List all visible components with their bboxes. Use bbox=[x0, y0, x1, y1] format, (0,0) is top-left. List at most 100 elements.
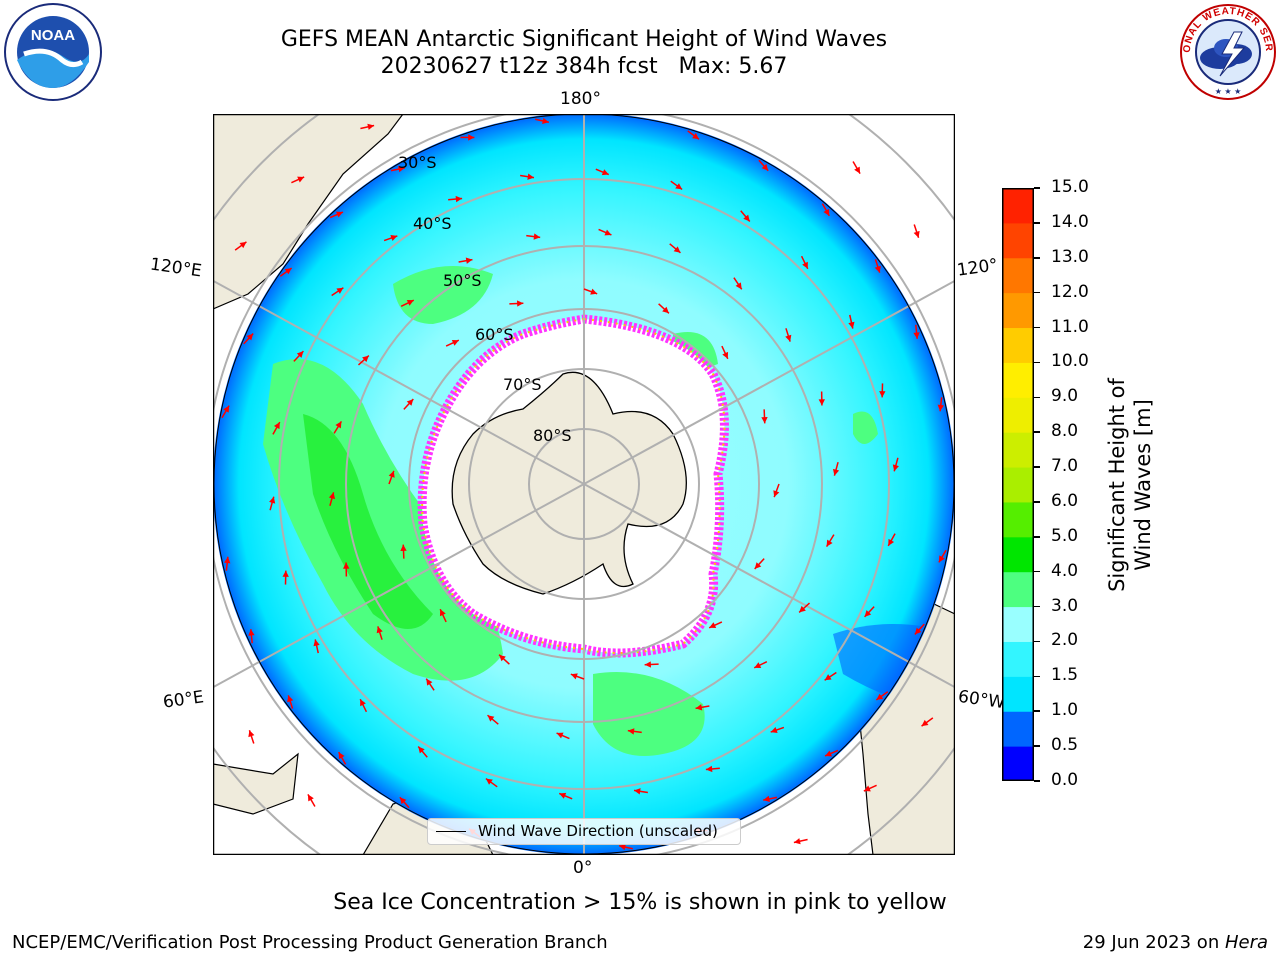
wave-direction-arrowhead bbox=[634, 788, 641, 795]
wave-direction-arrowhead bbox=[533, 233, 541, 240]
wave-direction-arrowhead bbox=[735, 282, 742, 290]
wave-direction-arrowhead bbox=[390, 234, 398, 241]
wave-direction-arrowhead bbox=[570, 673, 578, 680]
colorbar-block bbox=[1002, 292, 1034, 329]
colorbar-block bbox=[1002, 327, 1034, 363]
wave-direction-arrowhead bbox=[343, 562, 350, 569]
wave-direction-arrowhead bbox=[864, 610, 872, 617]
wave-direction-arrowhead bbox=[307, 794, 314, 802]
colorbar-tick-label: 1.5 bbox=[1051, 665, 1079, 686]
wave-direction-arrowhead bbox=[439, 609, 446, 617]
wave-direction-arrowhead bbox=[937, 404, 944, 412]
colorbar-tick-label: 11.0 bbox=[1051, 316, 1089, 337]
wave-direction-arrowhead bbox=[601, 169, 609, 176]
chart-title: GEFS MEAN Antarctic Significant Height o… bbox=[280, 27, 888, 52]
colorbar-tick-mark bbox=[1034, 431, 1040, 433]
colorbar-tick-label: 0.5 bbox=[1051, 735, 1079, 756]
lon-label-180: 180° bbox=[560, 89, 601, 109]
legend-line-swatch bbox=[436, 831, 466, 832]
wave-direction-arrowhead bbox=[248, 629, 255, 636]
wave-direction-arrowhead bbox=[785, 334, 792, 342]
wave-direction-arrowhead bbox=[793, 838, 801, 845]
nws-logo: NATIONAL WEATHER SERVICE ★ ★ ★ bbox=[1178, 2, 1276, 100]
lat-label-70s: 70°S bbox=[503, 375, 542, 394]
colorbar-block bbox=[1002, 711, 1034, 747]
wave-direction-arrowhead bbox=[824, 674, 832, 681]
wave-direction-arrowhead bbox=[269, 496, 276, 504]
wave-direction-arrowhead bbox=[913, 230, 920, 238]
wave-direction-arrowhead bbox=[455, 195, 463, 203]
wave-direction-arrowhead bbox=[743, 214, 750, 222]
lon-label-0: 0° bbox=[573, 858, 593, 878]
lon-label-60e: 60°E bbox=[161, 687, 206, 713]
footer-date: 29 Jun 2023 on Hera bbox=[1083, 932, 1268, 953]
antarctica-land bbox=[451, 371, 687, 595]
colorbar-tick-label: 12.0 bbox=[1051, 281, 1089, 302]
wave-direction-arrowhead bbox=[297, 176, 305, 183]
svg-text:★ ★ ★: ★ ★ ★ bbox=[1215, 87, 1242, 96]
sea-ice-note: Sea Ice Concentration > 15% is shown in … bbox=[333, 890, 947, 915]
wave-direction-arrowhead bbox=[876, 693, 884, 700]
wave-direction-arrowhead bbox=[662, 306, 669, 314]
wave-direction-arrowhead bbox=[818, 399, 825, 406]
wave-direction-arrowhead bbox=[388, 470, 395, 478]
colorbar-tick-label: 6.0 bbox=[1051, 490, 1079, 511]
wave-direction-arrowhead bbox=[604, 229, 612, 236]
colorbar-tick-label: 10.0 bbox=[1051, 351, 1089, 372]
wave-direction-arrowhead bbox=[556, 732, 564, 739]
wave-direction-arrowhead bbox=[825, 750, 833, 757]
lat-label-40s: 40°S bbox=[413, 214, 452, 233]
lon-label-60w: 60°W bbox=[956, 686, 1007, 714]
colorbar-tick-label: 2.0 bbox=[1051, 630, 1079, 651]
madagascar-land bbox=[213, 752, 299, 815]
colorbar-tick-label: 13.0 bbox=[1051, 246, 1089, 267]
wave-direction-arrowhead bbox=[761, 163, 769, 171]
wave-direction-arrowhead bbox=[619, 843, 626, 851]
wind-wave-arrows bbox=[221, 117, 947, 851]
colorbar-tick-mark bbox=[1034, 536, 1040, 538]
wave-direction-arrowhead bbox=[338, 752, 345, 760]
wave-direction-arrowhead bbox=[921, 719, 929, 727]
colorbar-tick-label: 7.0 bbox=[1051, 456, 1079, 477]
lon-label-120w: 120° bbox=[955, 255, 1000, 281]
colorbar-tick-mark bbox=[1034, 501, 1040, 503]
colorbar-block bbox=[1002, 362, 1034, 398]
colorbar-tick-mark bbox=[1034, 605, 1040, 608]
wave-patch-tasman bbox=[393, 266, 493, 324]
wave-direction-arrowhead bbox=[879, 391, 886, 398]
wave-direction-arrowhead bbox=[874, 265, 881, 273]
wave-direction-arrowhead bbox=[763, 795, 770, 803]
wave-direction-arrowhead bbox=[644, 661, 652, 668]
wave-direction-arrowhead bbox=[627, 728, 635, 735]
wave-direction-arrowhead bbox=[335, 421, 342, 429]
wave-direction-arrowhead bbox=[773, 490, 780, 498]
wave-direction-arrowhead bbox=[418, 746, 425, 754]
wave-direction-arrowhead bbox=[673, 246, 681, 253]
wave-direction-arrowhead bbox=[892, 464, 899, 472]
wave-direction-arrowhead bbox=[832, 468, 840, 476]
wave-direction-arrowhead bbox=[328, 492, 336, 500]
colorbar-tick-label: 8.0 bbox=[1051, 421, 1079, 442]
wave-direction-arrowhead bbox=[273, 422, 280, 430]
colorbar-tick-mark bbox=[1034, 466, 1040, 468]
colorbar-tick-label: 0.0 bbox=[1051, 770, 1079, 790]
wave-direction-arrowhead bbox=[223, 405, 230, 413]
wave-direction-arrowhead bbox=[826, 539, 833, 547]
wave-direction-arrowhead bbox=[761, 416, 768, 424]
footer-credit: NCEP/EMC/Verification Post Processing Pr… bbox=[12, 932, 608, 953]
colorbar-tick-mark bbox=[1034, 291, 1040, 294]
lat-label-30s: 30°S bbox=[398, 153, 437, 172]
wave-direction-arrowhead bbox=[675, 183, 683, 190]
map-legend: Wind Wave Direction (unscaled) bbox=[427, 818, 741, 845]
wave-direction-arrowhead bbox=[848, 321, 855, 329]
wave-direction-arrowhead bbox=[705, 765, 713, 773]
colorbar-tick-mark bbox=[1034, 361, 1040, 364]
colorbar-block bbox=[1002, 536, 1034, 573]
polar-map: 30°S 40°S 50°S 60°S 70°S 80°S bbox=[213, 114, 955, 855]
wave-direction-arrowhead bbox=[799, 605, 806, 613]
colorbar-block bbox=[1002, 571, 1034, 608]
wave-direction-arrowhead bbox=[854, 166, 861, 174]
colorbar-block bbox=[1002, 188, 1034, 224]
colorbar-tick-mark bbox=[1034, 780, 1040, 782]
wave-direction-arrowhead bbox=[754, 562, 762, 569]
